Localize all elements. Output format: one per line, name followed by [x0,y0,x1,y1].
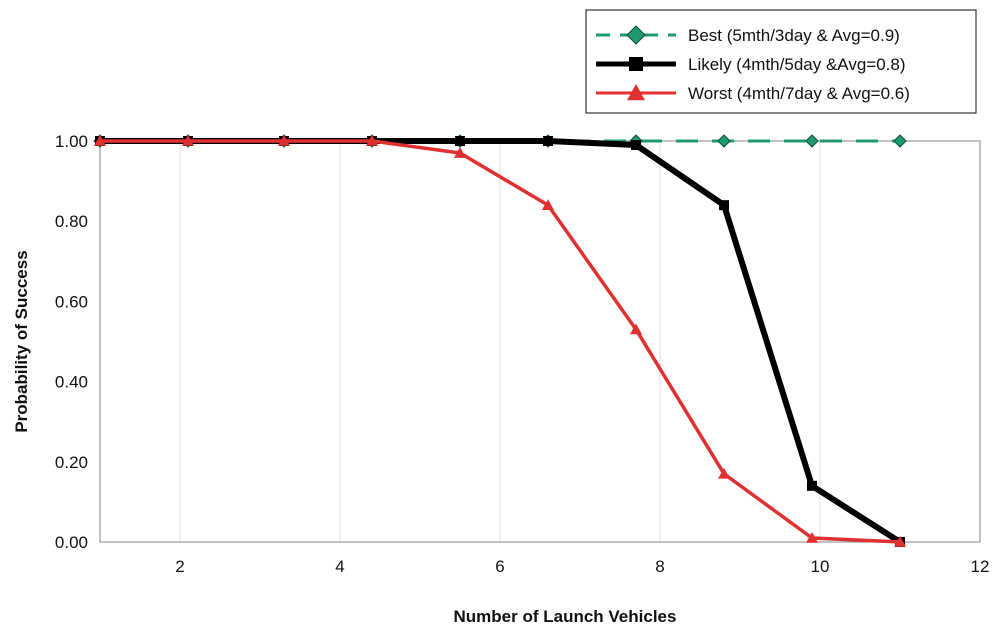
series-likely-point [807,481,817,491]
series-likely-point [455,136,465,146]
legend-label: Likely (4mth/5day &Avg=0.8) [688,55,906,74]
x-tick-label: 12 [971,557,990,576]
y-tick-label: 0.20 [55,453,88,472]
x-tick-label: 4 [335,557,344,576]
y-tick-label: 0.40 [55,373,88,392]
series-likely-point [631,140,641,150]
legend: Best (5mth/3day & Avg=0.9) Likely (4mth/5… [586,10,976,113]
x-tick-label: 6 [495,557,504,576]
series-best-point [894,135,906,147]
series-likely-point [543,136,553,146]
x-tick-label: 2 [175,557,184,576]
y-tick-label: 0.80 [55,212,88,231]
legend-label: Best (5mth/3day & Avg=0.9) [688,26,900,45]
series-best-point [806,135,818,147]
y-tick-label: 0.00 [55,533,88,552]
x-tick-label: 8 [655,557,664,576]
y-tick-label: 0.60 [55,292,88,311]
legend-swatch-marker [629,57,643,71]
y-tick-label: 1.00 [55,132,88,151]
series-likely-point [719,200,729,210]
x-axis-title: Number of Launch Vehicles [454,607,677,626]
x-tick-label: 10 [811,557,830,576]
series-best-point [718,135,730,147]
y-axis-title: Probability of Success [12,250,31,432]
legend-label: Worst (4mth/7day & Avg=0.6) [688,84,910,103]
